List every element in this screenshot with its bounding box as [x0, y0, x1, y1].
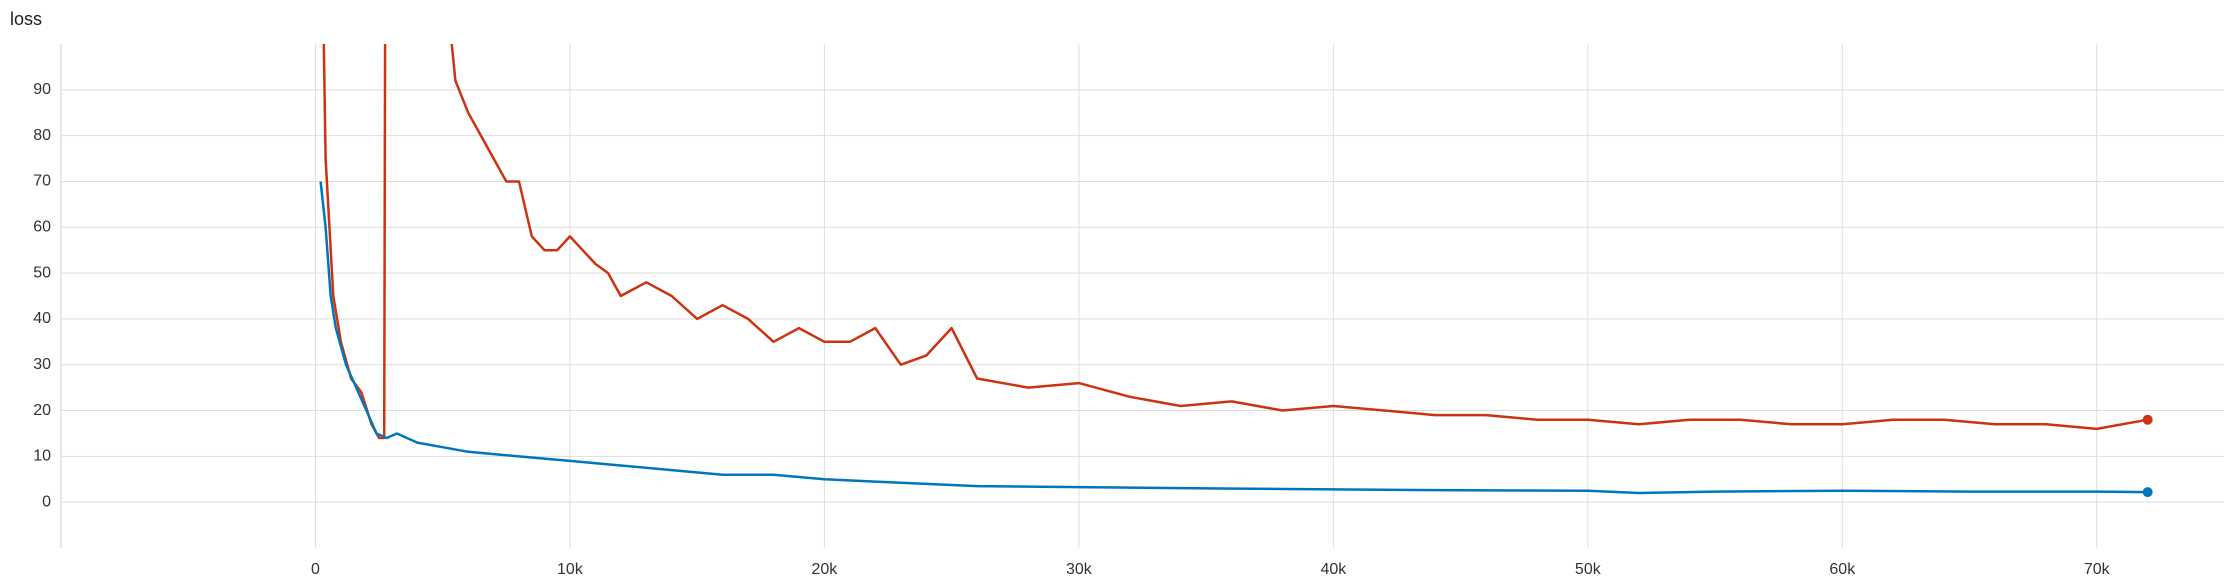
series-line — [319, 181, 2148, 495]
y-tick-label: 10 — [33, 448, 51, 465]
end-point — [2142, 414, 2153, 425]
y-tick-label: 70 — [33, 173, 51, 190]
y-tick-label: 50 — [33, 264, 51, 281]
x-tick-label: 20k — [812, 561, 839, 578]
plot-area — [319, 44, 2153, 498]
series-line — [322, 44, 2148, 440]
x-tick-label: 70k — [2084, 561, 2111, 578]
y-tick-label: 0 — [42, 493, 51, 510]
x-tick-label: 50k — [1575, 561, 1602, 578]
y-tick-label: 80 — [33, 127, 51, 144]
x-tick-label: 60k — [1829, 561, 1856, 578]
x-tick-label: 30k — [1066, 561, 1093, 578]
y-tick-label: 40 — [33, 310, 51, 327]
chart-title: loss — [10, 9, 42, 29]
x-tick-label: 40k — [1320, 561, 1347, 578]
end-point — [2142, 487, 2153, 498]
y-tick-label: 30 — [33, 356, 51, 373]
y-tick-label: 60 — [33, 218, 51, 235]
x-tick-label: 10k — [557, 561, 584, 578]
y-tick-label: 90 — [33, 81, 51, 98]
x-tick-label: 0 — [311, 561, 320, 578]
y-tick-label: 20 — [33, 402, 51, 419]
